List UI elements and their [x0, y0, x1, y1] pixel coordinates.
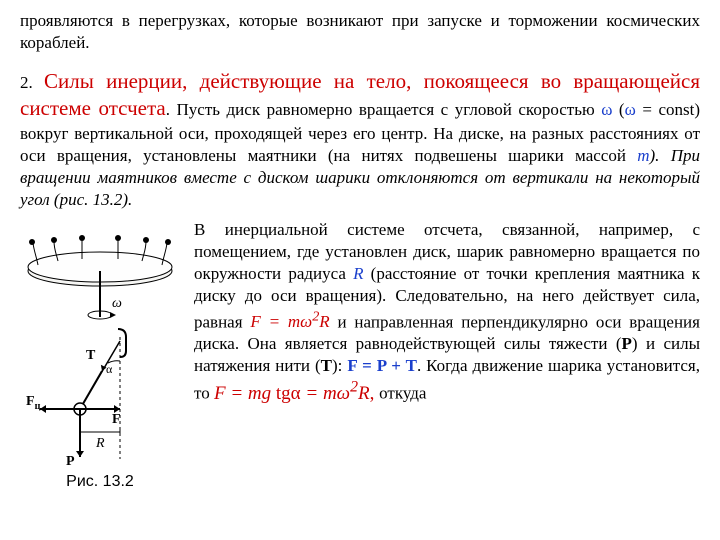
two-column-layout: ω T: [20, 219, 700, 491]
figure-diagram: ω T: [20, 219, 180, 469]
figure-caption: Рис. 13.2: [66, 473, 134, 491]
figure-column: ω T: [20, 219, 180, 491]
P-symbol: P: [622, 334, 632, 353]
figure-label-Fc: Fц: [26, 394, 41, 412]
figure-label-omega: ω: [112, 296, 122, 311]
figure-label-alpha: α: [106, 362, 113, 376]
formula-3: F = mg tgα = mω2R,: [214, 383, 379, 404]
intro-paragraph: проявляются в перегрузках, которые возни…: [20, 10, 700, 54]
T-symbol: T: [321, 356, 332, 375]
formula-1: F = mω2R: [250, 312, 329, 331]
section-paragraph: 2. Силы инерции, действующие на тело, по…: [20, 68, 700, 211]
omega-symbol: ω: [625, 100, 636, 119]
section-body-mid1: (: [612, 100, 624, 119]
text-column: В инерциальной системе отсчета, связанно…: [194, 219, 700, 491]
figure-label-T: T: [86, 348, 96, 363]
formula-2: F = P + T: [347, 356, 417, 375]
section-body-pre: Пусть диск равномерно вращается с углово…: [177, 100, 602, 119]
mass-symbol: m: [637, 146, 649, 165]
figure-label-F: F: [112, 412, 121, 427]
figure-label-R: R: [95, 436, 105, 451]
figure-label-P: P: [66, 454, 75, 469]
column-text-5: ):: [332, 356, 347, 375]
radius-symbol: R: [353, 264, 363, 283]
section-heading-period: .: [166, 100, 177, 119]
section-number: 2.: [20, 73, 44, 92]
column-text-7: откуда: [379, 384, 426, 403]
omega-symbol: ω: [601, 100, 612, 119]
